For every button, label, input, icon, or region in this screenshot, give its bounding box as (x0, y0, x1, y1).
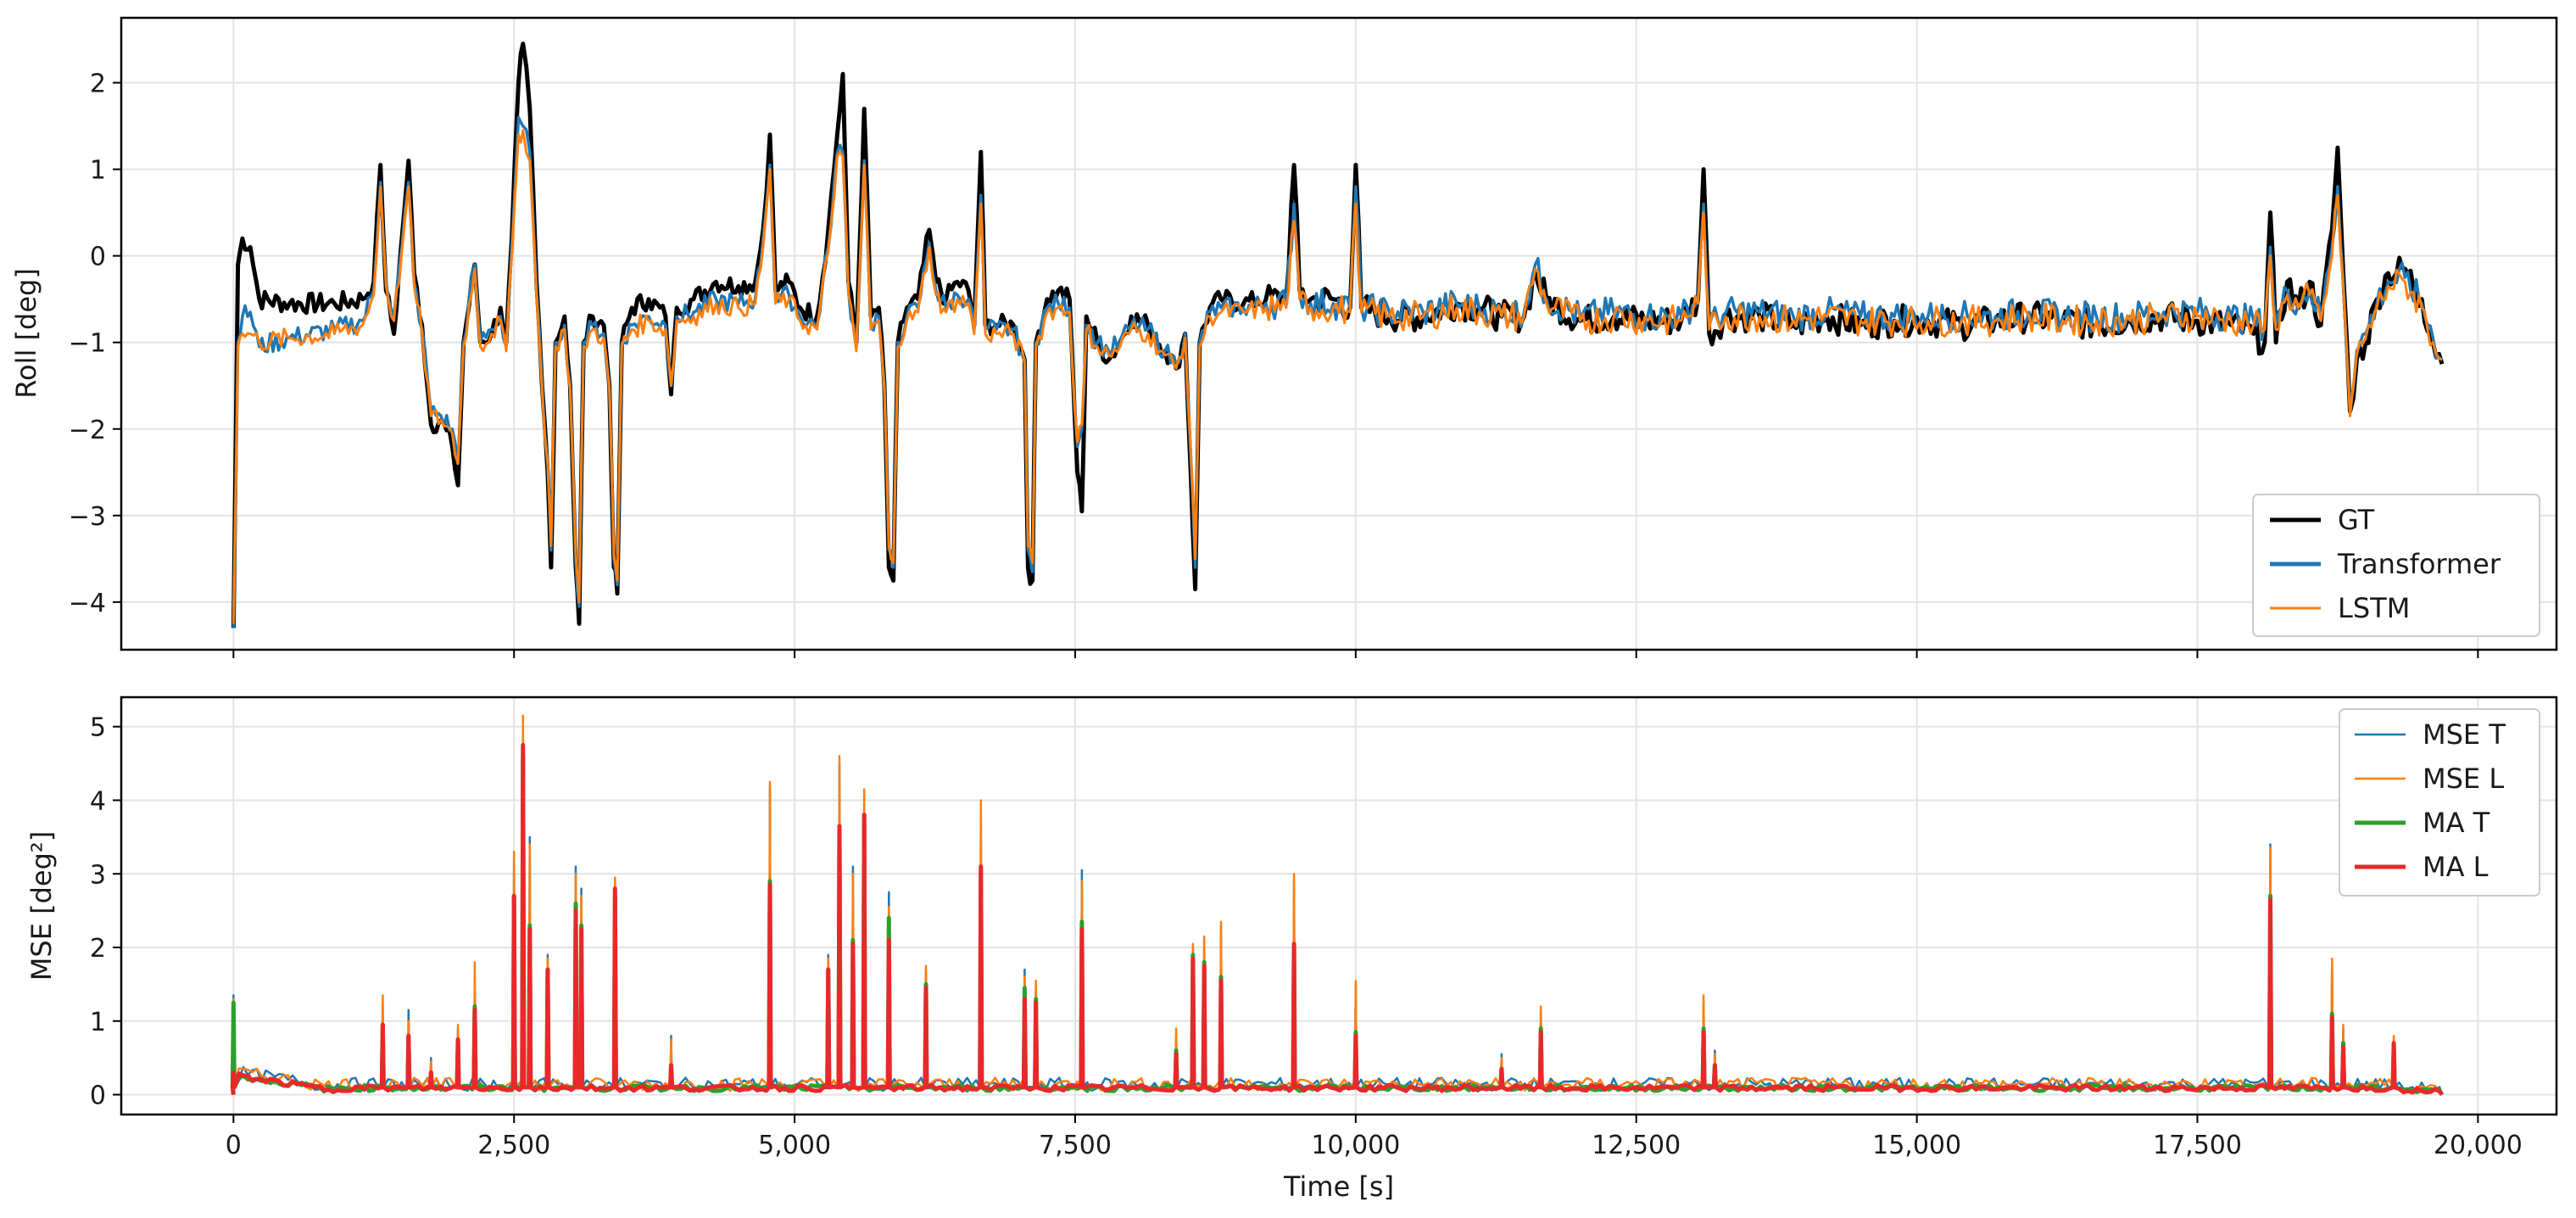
bottom-y-axis-label: MSE [deg²] (25, 831, 58, 981)
top-y-tick-label: −2 (69, 416, 106, 445)
legend-label-ma-t: MA T (2423, 807, 2490, 839)
series-line-lstm (231, 129, 2443, 624)
top-legend-box (2252, 494, 2540, 637)
top-y-tick-label: 0 (90, 243, 106, 272)
top-axes-frame (120, 16, 2558, 651)
bottom-x-tick-label: 7,500 (1039, 1131, 1112, 1160)
legend-label-mse-l: MSE L (2423, 763, 2504, 795)
bottom-legend-box (2339, 708, 2540, 897)
bottom-axes-frame (120, 696, 2558, 1116)
bottom-x-tick-label: 2,500 (477, 1131, 550, 1160)
bottom-y-tick-label: 5 (90, 713, 106, 743)
bottom-x-tick-label: 20,000 (2434, 1131, 2523, 1160)
bottom-x-tick-label: 0 (226, 1131, 242, 1160)
series-line-mse-l (231, 714, 2443, 1096)
legend-label-ma-l: MA L (2423, 851, 2489, 883)
top-y-tick-label: −3 (69, 502, 106, 532)
bottom-y-tick-label: 0 (90, 1081, 106, 1111)
bottom-x-tick-label: 15,000 (1872, 1131, 1961, 1160)
top-y-axis-label: Roll [deg] (10, 268, 42, 399)
series-line-mse-t (231, 740, 2444, 1095)
bottom-ticks: 0 2,500 5,000 7,500 10,000 12,500 15,000 17,500… (90, 713, 2523, 1160)
top-grid (121, 18, 2556, 650)
series-line-ma-t (230, 753, 2445, 1096)
legend-label-mse-t: MSE T (2423, 718, 2506, 751)
bottom-legend: MSE T MSE L MA T MA L (2339, 708, 2540, 897)
top-y-tick-label: −1 (69, 329, 106, 359)
top-plot-lines (231, 42, 2445, 629)
bottom-y-tick-label: 1 (90, 1008, 106, 1037)
top-y-tick-label: −4 (69, 589, 106, 618)
bottom-x-tick-label: 5,000 (758, 1131, 831, 1160)
bottom-y-tick-label: 3 (90, 860, 106, 890)
bottom-x-tick-label: 17,500 (2153, 1131, 2242, 1160)
bottom-x-tick-label: 10,000 (1311, 1131, 1400, 1160)
top-legend: GT Transformer LSTM (2252, 494, 2540, 637)
bottom-y-tick-label: 4 (90, 786, 106, 816)
bottom-x-tick-label: 12,500 (1592, 1131, 1681, 1160)
series-line-ma-l (230, 742, 2445, 1097)
top-y-tick-label: 2 (90, 70, 106, 99)
top-y-tick-label: 1 (90, 156, 106, 186)
legend-label-transformer: Transformer (2337, 548, 2501, 580)
x-axis-label: Time [s] (1283, 1171, 1394, 1203)
series-line-transformer (231, 115, 2444, 629)
bottom-y-tick-label: 2 (90, 934, 106, 964)
legend-label-gt: GT (2338, 504, 2375, 536)
top-ticks: −4 −3 −2 −1 0 1 2 (69, 70, 2479, 658)
bottom-grid (121, 697, 2556, 1115)
bottom-plot-lines (230, 714, 2445, 1097)
legend-label-lstm: LSTM (2338, 592, 2410, 624)
